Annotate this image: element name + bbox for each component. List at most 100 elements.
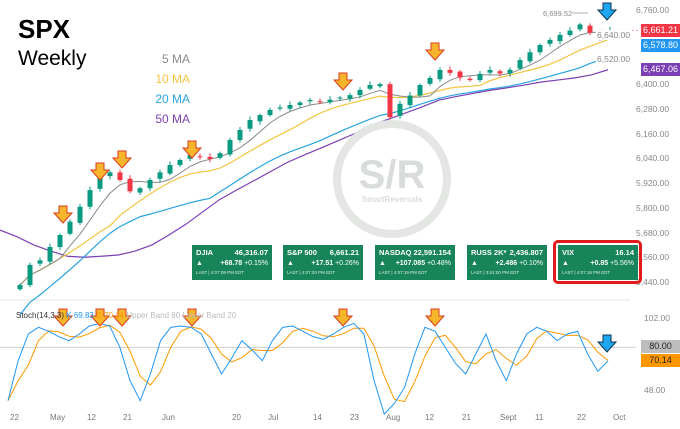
up-arrow-icon: ▲ [379, 260, 386, 267]
stoch-sell-arrow-icon [424, 308, 446, 327]
candle-body [377, 84, 383, 87]
stoch-sell-arrow-icon [111, 308, 133, 327]
candle-body [297, 102, 303, 105]
ma20-line [19, 56, 611, 316]
candle-body [147, 180, 153, 189]
time-tick-label: May [50, 413, 66, 422]
high-marker-label: 6,699.52 [543, 9, 573, 18]
candle-body [57, 235, 63, 247]
stoch-d-line [7, 324, 609, 403]
time-tick-label: 11 [535, 413, 544, 422]
candle-body [457, 71, 463, 78]
ma-legend-20: 20 MA [155, 92, 190, 106]
price-tick-label: 6,040.00 [636, 153, 670, 164]
candle-body [527, 52, 533, 62]
candle-body [337, 97, 343, 99]
candle-body [407, 95, 413, 105]
candle-body [37, 260, 43, 264]
sell-arrow-icon [52, 205, 74, 224]
candle-body [437, 69, 443, 80]
chart-title: SPX [18, 14, 71, 44]
stoch-k-value: K 69.83 [66, 311, 94, 320]
time-tick-label: 21 [462, 413, 471, 422]
sell-arrow-icon [181, 140, 203, 159]
ticker-card-sp500[interactable]: S&P 500 6,661.21 ▲ +17.51 +0.26% LAST | 4:… [283, 245, 363, 280]
ticker-change: +17.51 [311, 260, 334, 267]
ticker-card-nasdaq[interactable]: NASDAQ 22,591.154 ▲ +107.085 +0.48% LAST |… [375, 245, 455, 280]
ticker-percent: +0.48% [427, 260, 451, 267]
ticker-card-vix[interactable]: VIX 16.14 ▲ +0.85 +5.56% LAST | 4:07:16 PM… [558, 245, 638, 280]
ticker-card-russ2k[interactable]: RUSS 2K* 2,436.807 ▲ +2.486 +0.10% LAST | … [467, 245, 547, 280]
ticker-name: S&P 500 [287, 248, 317, 257]
up-arrow-icon: ▲ [562, 260, 569, 267]
candle-body [177, 160, 183, 165]
up-arrow-icon: ▲ [287, 260, 294, 267]
candle-body [487, 69, 493, 73]
candle-body [577, 24, 583, 30]
candle-body [357, 89, 363, 96]
vix-highlight-box [553, 240, 642, 284]
stoch-down-arrow-icon [596, 334, 618, 353]
time-tick-label: 22 [577, 413, 586, 422]
candle-body [77, 206, 83, 223]
stoch-sell-arrow-icon [332, 308, 354, 327]
time-tick-label: 21 [123, 413, 132, 422]
ticker-price: 22,591.154 [413, 248, 451, 257]
time-tick-label: 20 [232, 413, 241, 422]
stoch-sell-arrow-icon [89, 308, 111, 327]
ticker-time: LAST | 3:51:00 PM EDT [471, 270, 520, 275]
candle-body [67, 221, 73, 234]
price-tick-label: 6,640.00 [596, 29, 632, 40]
candle-body [317, 101, 323, 103]
sell-arrow-icon [111, 150, 133, 169]
ticker-change-group: +17.51 +0.26% [312, 260, 360, 267]
ticker-price: 16.14 [615, 248, 634, 257]
candle-body [197, 156, 203, 158]
stoch-tick-label: 102.00 [644, 313, 670, 323]
ticker-price: 6,661.21 [329, 248, 359, 257]
stoch-sell-arrow-icon [52, 308, 74, 327]
ticker-change: +68.78 [220, 260, 243, 267]
candle-body [327, 99, 333, 103]
sell-arrow-icon [332, 72, 354, 91]
stoch-tick-label: 48.00 [644, 385, 666, 395]
ma10-line [19, 38, 611, 286]
last-price-label: 6,661.21 [641, 24, 680, 37]
ticker-row-price: RUSS 2K* 2,436.807 [471, 248, 543, 257]
ma-legend-10: 10 MA [155, 72, 190, 86]
stoch-legend: Stoch(14,3,3) K 69.83 D 70.14 Upper Band… [16, 311, 236, 320]
candle-body [137, 188, 143, 193]
ticker-row-price: S&P 500 6,661.21 [287, 248, 359, 257]
candle-body [477, 73, 483, 81]
time-tick-label: 12 [425, 413, 434, 422]
stoch-lower-band: Lower Band 20 [182, 311, 237, 320]
stoch-name: Stoch(14,3,3) [16, 311, 65, 320]
ticker-percent: +0.15% [244, 260, 268, 267]
time-tick-label: Jun [162, 413, 175, 422]
candle-body [467, 78, 473, 81]
ticker-price: 2,436.807 [509, 248, 543, 257]
down-arrow-icon [596, 2, 618, 21]
ticker-row-price: NASDAQ 22,591.154 [379, 248, 451, 257]
ticker-percent: +5.56% [610, 260, 634, 267]
ma-legend: 5 MA 10 MA 20 MA 50 MA [140, 52, 190, 132]
candle-body [557, 34, 563, 42]
candle-body [517, 60, 523, 69]
candle-body [157, 172, 163, 179]
ticker-change-group: +2.486 +0.10% [496, 260, 544, 267]
price-tick-label: 6,160.00 [636, 128, 670, 139]
candle-body [267, 109, 273, 116]
ticker-row-price: DJIA 46,316.07 [196, 248, 268, 257]
ma-legend-50: 50 MA [155, 112, 190, 126]
ticker-card-djia[interactable]: DJIA 46,316.07 ▲ +68.78 +0.15% LAST | 4:07… [192, 245, 272, 280]
price-tick-label: 5,560.00 [636, 252, 670, 263]
time-tick-label: Jul [268, 413, 279, 422]
candle-body [17, 285, 23, 290]
price-tick-label: 5,440.00 [636, 277, 670, 287]
candle-body [167, 164, 173, 174]
up-arrow-icon: ▲ [196, 260, 203, 267]
price-tick-label: 6,400.00 [636, 79, 670, 90]
candle-body [97, 174, 103, 189]
candle-body [587, 25, 593, 33]
